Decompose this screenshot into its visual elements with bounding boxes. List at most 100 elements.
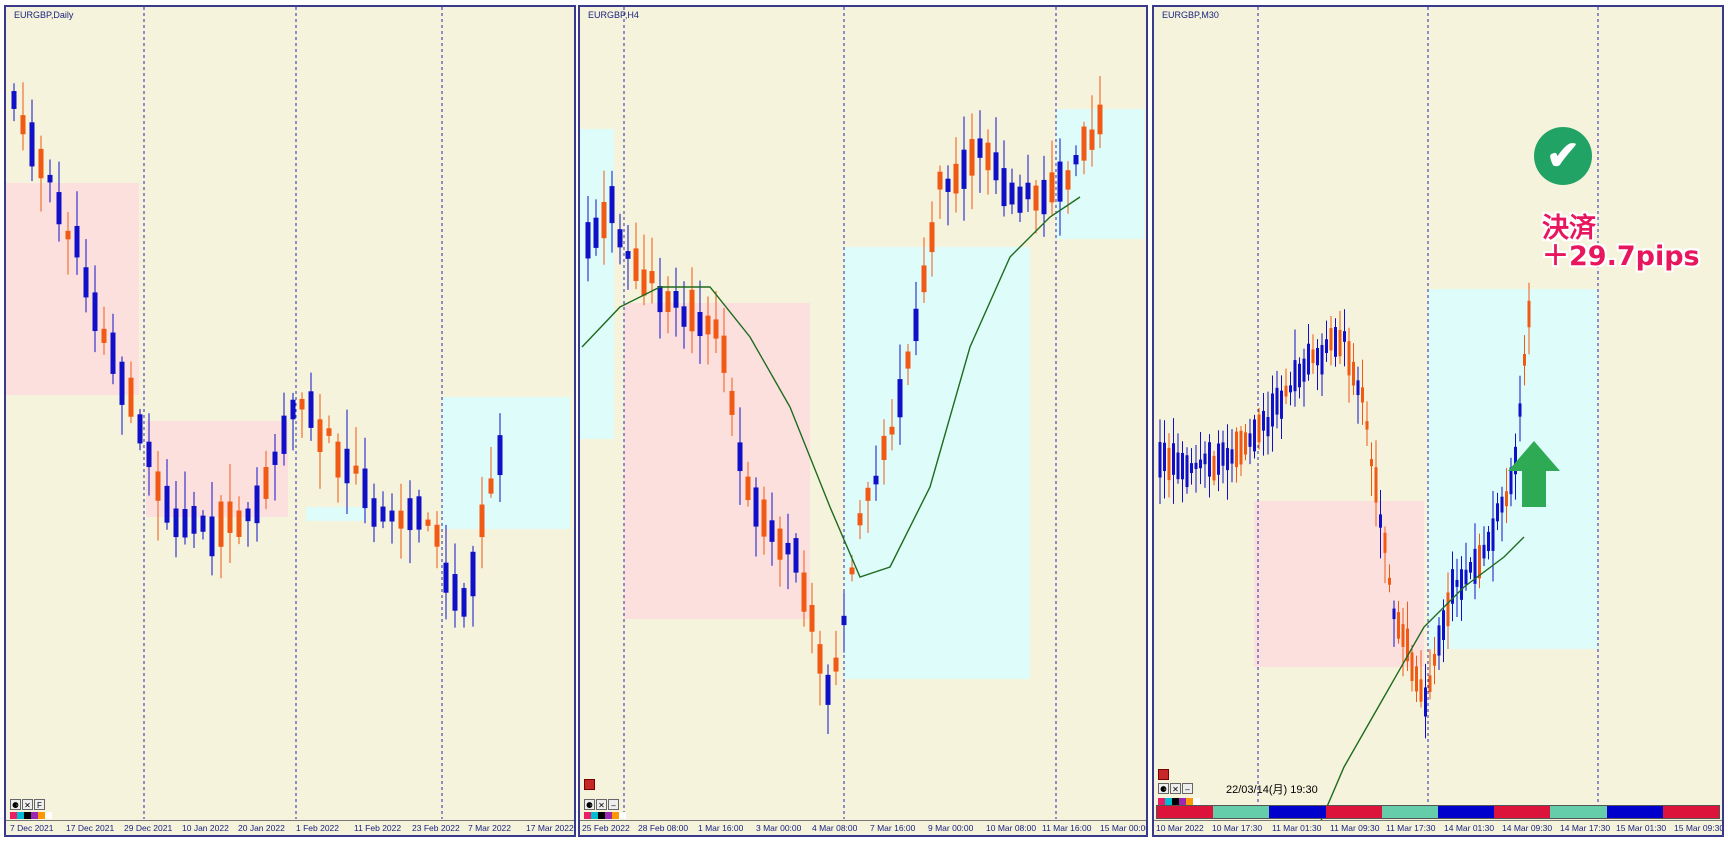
candle-body — [937, 171, 943, 190]
chart-window-daily[interactable]: EURGBP,Daily ⚈ ✕ F 7 Dec 2021 17 Dec 2021… — [4, 5, 576, 837]
palette-swatch[interactable] — [584, 812, 591, 819]
candle-body — [83, 267, 89, 298]
candle-body — [20, 115, 26, 135]
session-segment — [1550, 806, 1607, 818]
candle-body — [353, 465, 359, 474]
candle-body — [1424, 687, 1427, 717]
moving-average-line — [581, 196, 1081, 578]
palette-swatch[interactable] — [605, 812, 612, 819]
chart-window-m30[interactable]: EURGBP,M30 ⚈ ✕ – 22/03/14(月) 19:30 10 Ma… — [1152, 5, 1724, 837]
session-segment — [1662, 806, 1720, 818]
candle-body — [1163, 442, 1166, 472]
palette-swatch[interactable] — [24, 812, 31, 819]
palette-swatch[interactable] — [45, 812, 52, 819]
toolbar-button[interactable]: ⚈ — [1158, 783, 1169, 794]
palette-swatch[interactable] — [612, 812, 619, 819]
candle-body — [753, 487, 759, 527]
candle-body — [697, 311, 703, 337]
palette-swatch[interactable] — [591, 812, 598, 819]
color-palette[interactable] — [584, 812, 626, 819]
close-icon[interactable]: ✕ — [1170, 783, 1181, 794]
candle-body — [1307, 343, 1310, 375]
candle-body — [479, 504, 485, 538]
candle-body — [416, 496, 422, 530]
time-axis-label: 11 Mar 16:00 — [1042, 823, 1092, 833]
palette-swatch[interactable] — [1179, 798, 1186, 805]
minimize-button[interactable] — [1158, 769, 1169, 780]
toolbar-button[interactable]: F — [34, 799, 45, 810]
up-arrow-icon — [1508, 441, 1560, 507]
candle-body — [1487, 531, 1490, 552]
annotation-line-1: 決済 — [1542, 213, 1596, 244]
candle-body — [729, 390, 735, 415]
candle-body — [1235, 431, 1238, 468]
candle-body — [929, 222, 935, 253]
candle-body — [1383, 532, 1387, 553]
time-axis-label: 7 Mar 16:00 — [870, 823, 916, 833]
chart-canvas-m30[interactable] — [1154, 7, 1722, 837]
candle-body — [1527, 300, 1531, 328]
close-icon[interactable]: ✕ — [596, 799, 607, 810]
candle-body — [1257, 414, 1261, 443]
palette-swatch[interactable] — [1186, 798, 1193, 805]
palette-swatch[interactable] — [10, 812, 17, 819]
candle-body — [1415, 666, 1418, 692]
chart-canvas-daily[interactable] — [6, 7, 574, 837]
palette-swatch[interactable] — [31, 812, 38, 819]
candle-body — [889, 426, 895, 435]
candle-body — [326, 428, 332, 436]
chart-title: EURGBP,M30 — [1162, 10, 1219, 20]
palette-swatch[interactable] — [38, 812, 45, 819]
time-axis-label: 10 Mar 08:00 — [986, 823, 1037, 833]
palette-swatch[interactable] — [17, 812, 24, 819]
time-axis-label: 15 Mar 01:30 — [1616, 823, 1667, 833]
toolbar-button[interactable]: ⚈ — [584, 799, 595, 810]
candle-body — [1482, 544, 1486, 559]
candle-body — [1025, 182, 1031, 200]
candle-body — [146, 441, 152, 468]
time-axis-label: 7 Mar 2022 — [468, 823, 511, 833]
time-axis-label: 11 Feb 2022 — [354, 823, 402, 833]
chart-window-h4[interactable]: EURGBP,H4 ⚈ ✕ – 25 Feb 2022 28 Feb 08:00 1… — [578, 5, 1148, 837]
candle-body — [1469, 561, 1472, 573]
candle-body — [1356, 380, 1360, 396]
session-segment — [1438, 806, 1495, 818]
candle-body — [317, 419, 323, 452]
palette-swatch[interactable] — [598, 812, 605, 819]
candle-body — [1433, 653, 1436, 666]
candle-body — [1167, 447, 1171, 481]
chart-toolbar[interactable]: ⚈ ✕ F — [10, 799, 45, 810]
chart-toolbar[interactable]: ⚈ ✕ – — [1158, 783, 1193, 794]
toolbar-button[interactable]: – — [608, 799, 619, 810]
palette-swatch[interactable] — [1193, 798, 1200, 805]
close-icon[interactable]: ✕ — [22, 799, 33, 810]
candle-body — [761, 499, 767, 537]
palette-swatch[interactable] — [1158, 798, 1165, 805]
minimize-button[interactable] — [584, 779, 595, 790]
candle-body — [1073, 154, 1079, 165]
chart-canvas-h4[interactable] — [580, 7, 1146, 837]
candle-body — [1289, 385, 1292, 393]
candle-body — [849, 567, 855, 575]
candle-body — [335, 441, 341, 478]
candle-body — [681, 306, 687, 327]
candle-body — [371, 498, 377, 527]
toolbar-button[interactable]: – — [1182, 783, 1193, 794]
color-palette[interactable] — [1158, 798, 1200, 805]
time-axis-label: 14 Mar 17:30 — [1560, 823, 1611, 833]
palette-swatch[interactable] — [619, 812, 626, 819]
palette-swatch[interactable] — [1165, 798, 1172, 805]
candle-body — [1509, 467, 1513, 495]
candle-body — [65, 230, 71, 240]
candle-body — [1505, 491, 1508, 507]
candle-body — [601, 202, 607, 239]
time-axis-label: 14 Mar 01:30 — [1444, 823, 1495, 833]
chart-toolbar[interactable]: ⚈ ✕ – — [584, 799, 619, 810]
candle-body — [841, 615, 847, 626]
candle-body — [1460, 569, 1463, 600]
toolbar-button[interactable]: ⚈ — [10, 799, 21, 810]
color-palette[interactable] — [10, 812, 52, 819]
palette-swatch[interactable] — [1172, 798, 1179, 805]
candle-body — [1033, 185, 1039, 211]
candle-body — [1352, 361, 1355, 386]
